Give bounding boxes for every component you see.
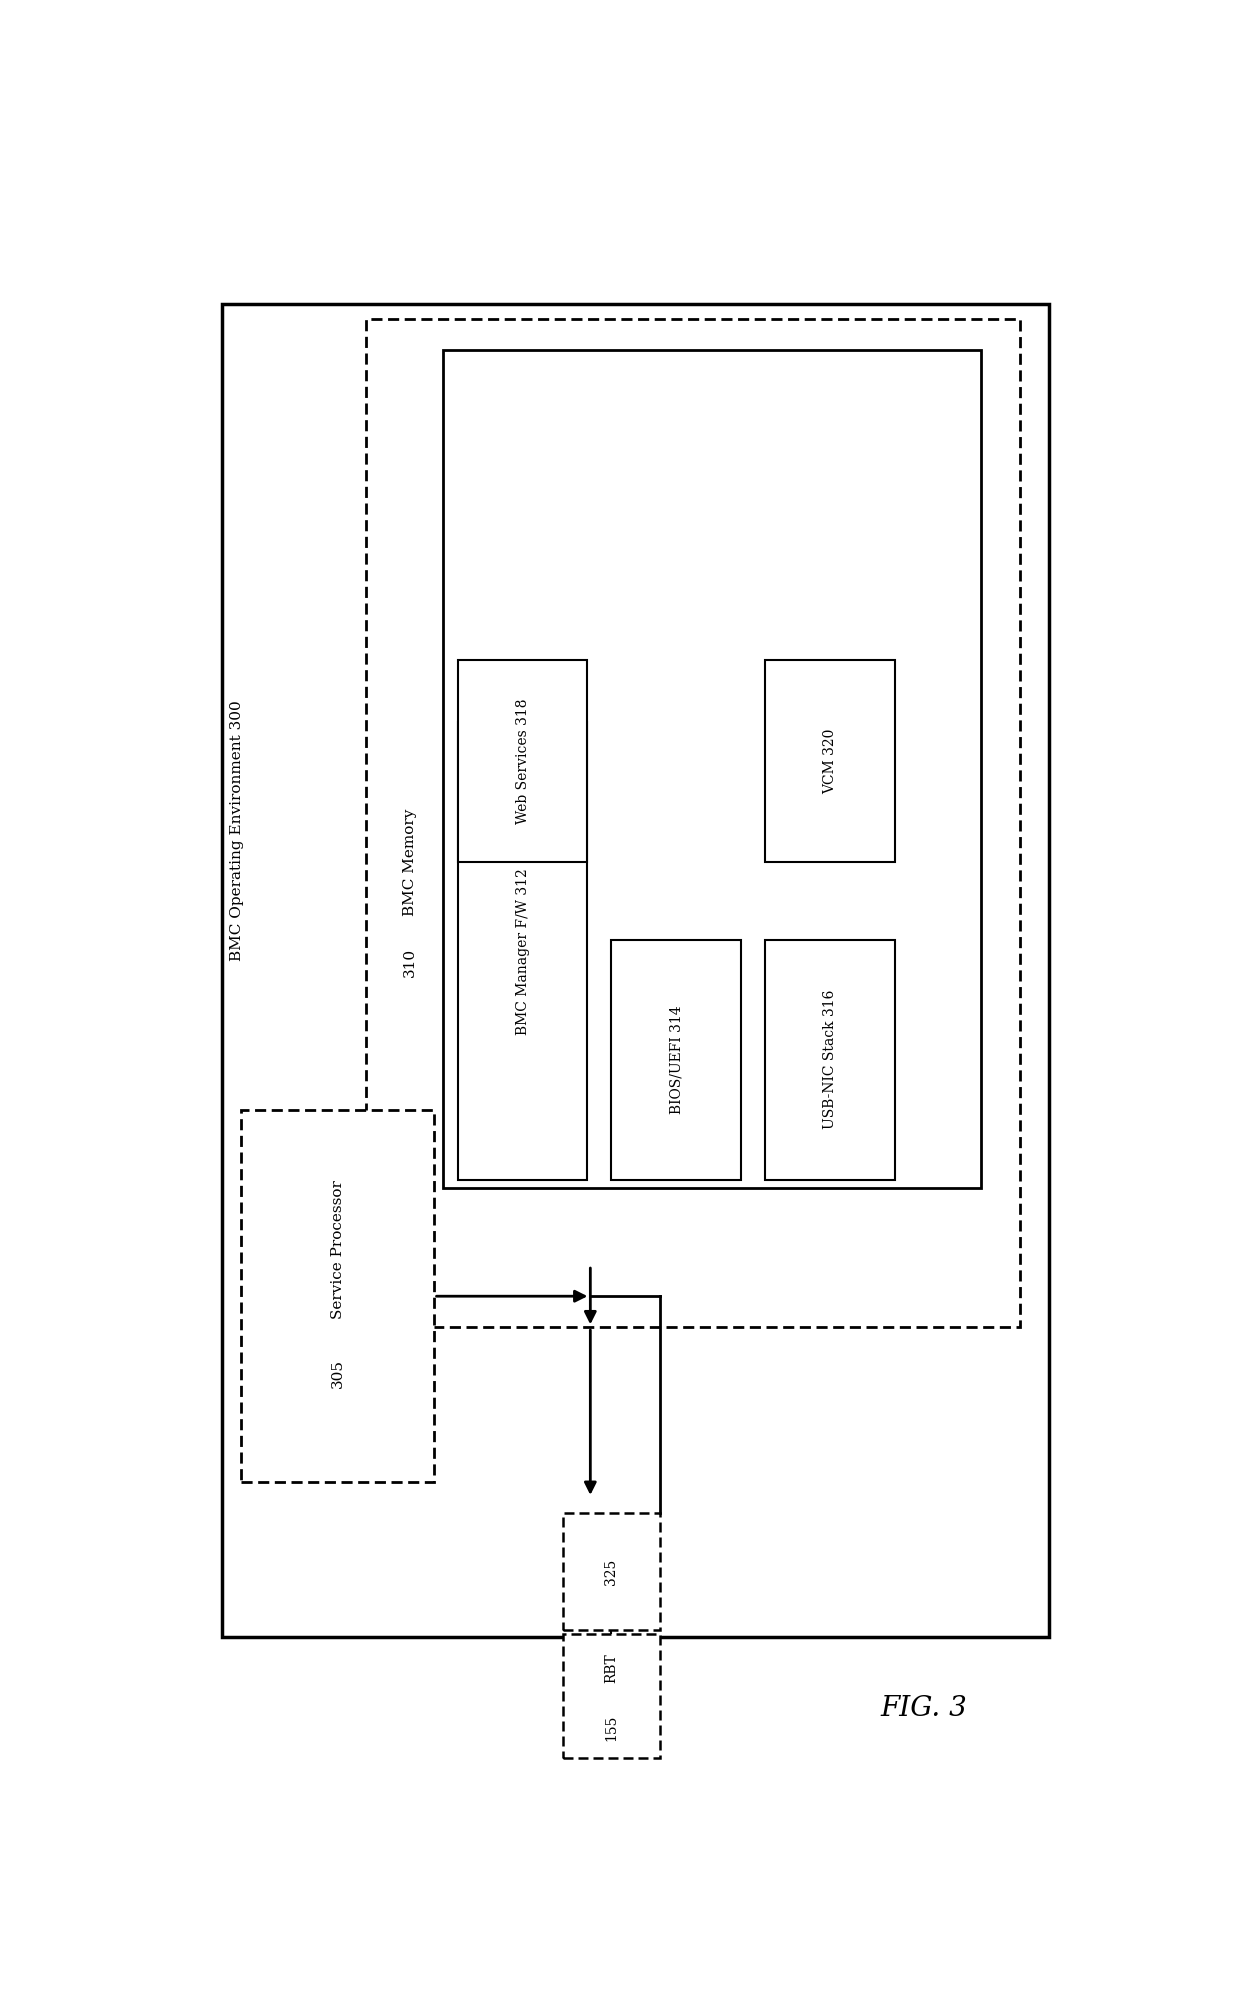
Text: FIG. 3: FIG. 3: [880, 1696, 967, 1722]
Bar: [222, 304, 1049, 1637]
Bar: [458, 661, 588, 862]
Bar: [611, 939, 742, 1180]
Bar: [367, 320, 1019, 1327]
Text: Service Processor: Service Processor: [331, 1180, 345, 1319]
Bar: [242, 1110, 434, 1482]
Bar: [563, 1513, 660, 1629]
Text: 305: 305: [331, 1359, 345, 1388]
Bar: [765, 939, 895, 1180]
Text: Web Services 318: Web Services 318: [516, 699, 529, 824]
Text: 155: 155: [604, 1714, 619, 1740]
Bar: [458, 723, 588, 1180]
Text: USB-NIC Stack 316: USB-NIC Stack 316: [823, 991, 837, 1130]
Bar: [765, 661, 895, 862]
Text: BMC Manager F/W 312: BMC Manager F/W 312: [516, 868, 529, 1035]
Bar: [563, 1633, 660, 1758]
Text: 325: 325: [604, 1559, 619, 1585]
Text: BIOS/UEFI 314: BIOS/UEFI 314: [670, 1005, 683, 1114]
Text: BMC Memory: BMC Memory: [403, 808, 417, 916]
Text: 310: 310: [403, 949, 417, 977]
Text: VCM 320: VCM 320: [823, 729, 837, 794]
Text: RBT: RBT: [604, 1653, 619, 1684]
Bar: [444, 350, 982, 1188]
Text: BMC Operating Environment 300: BMC Operating Environment 300: [229, 701, 244, 961]
